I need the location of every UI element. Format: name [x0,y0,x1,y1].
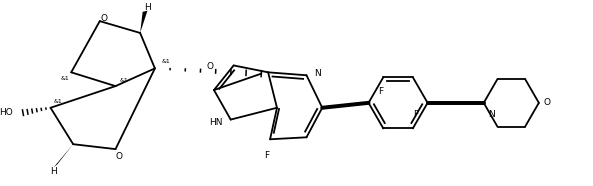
Text: HN: HN [209,118,223,127]
Text: H: H [144,3,151,12]
Polygon shape [53,144,73,167]
Text: &1: &1 [53,99,62,104]
Text: O: O [544,98,551,107]
Polygon shape [140,11,148,33]
Text: N: N [314,69,321,78]
Text: H: H [50,167,57,176]
Text: O: O [116,152,123,161]
Text: O: O [100,14,107,23]
Text: F: F [413,110,418,119]
Text: &1: &1 [60,76,69,81]
Text: HO: HO [0,108,13,117]
Text: &1: &1 [119,78,128,83]
Text: &1: &1 [162,60,171,65]
Text: F: F [264,151,270,160]
Text: O: O [206,62,213,71]
Text: N: N [488,110,495,119]
Text: F: F [378,87,383,96]
